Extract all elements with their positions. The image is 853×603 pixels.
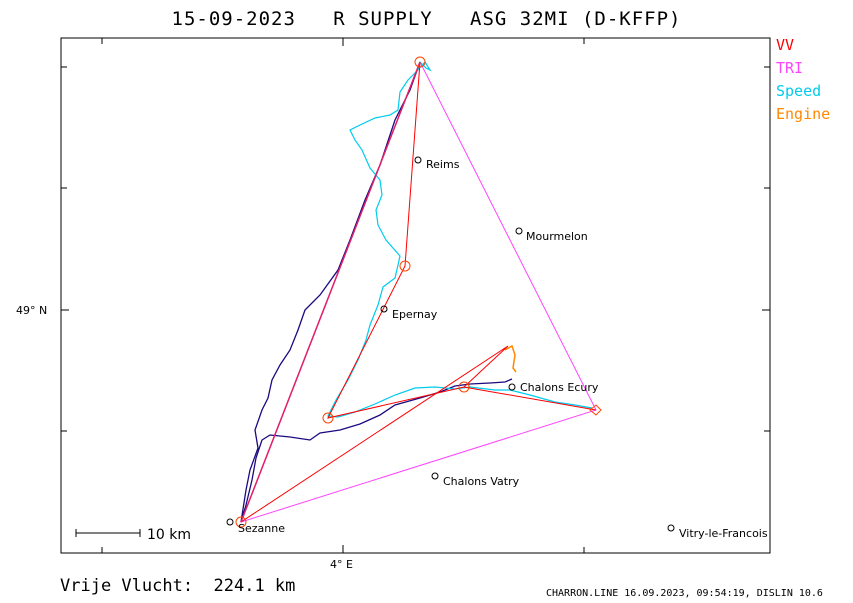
track-blue: [240, 61, 513, 523]
legend-item-vv: VV: [776, 36, 795, 54]
place-label-sezanne: Sezanne: [238, 522, 285, 535]
place-label-chalons-vatry: Chalons Vatry: [443, 475, 520, 488]
legend-item-engine: Engine: [776, 105, 831, 123]
vv-line: [240, 61, 597, 523]
lon-axis-label: 4° E: [330, 558, 353, 571]
map-title: 15-09-2023 R SUPPLY ASG 32MI (D-KFFP): [171, 8, 682, 30]
legend-item-tri: TRI: [776, 59, 804, 77]
scale-label: 10 km: [147, 527, 191, 543]
legend-item-speed: Speed: [776, 82, 822, 100]
place-label-chalons-ecury: Chalons Ecury: [520, 381, 599, 394]
legend: VV TRI Speed Engine: [776, 34, 830, 126]
place-label-mourmelon: Mourmelon: [526, 230, 588, 243]
axis-ticks: [61, 38, 770, 553]
distance-text: Vrije Vlucht: 224.1 km: [60, 576, 296, 596]
place-label-epernay: Epernay: [392, 308, 438, 321]
track-cyan: [327, 61, 593, 418]
place-label-reims: Reims: [426, 158, 460, 171]
place-label-vitry: Vitry-le-Francois: [679, 527, 768, 540]
tri-line: [240, 61, 597, 523]
vv-outbound-highlight: [240, 61, 421, 523]
track-engine: [504, 344, 517, 373]
scale-bar: [75, 529, 141, 537]
turnpoints: [235, 56, 602, 528]
lat-axis-label: 49° N: [16, 304, 47, 317]
credit-text: CHARRON.LINE 16.09.2023, 09:54:19, DISLI…: [546, 588, 823, 599]
places: [226, 156, 675, 532]
map-frame: [60, 37, 771, 554]
